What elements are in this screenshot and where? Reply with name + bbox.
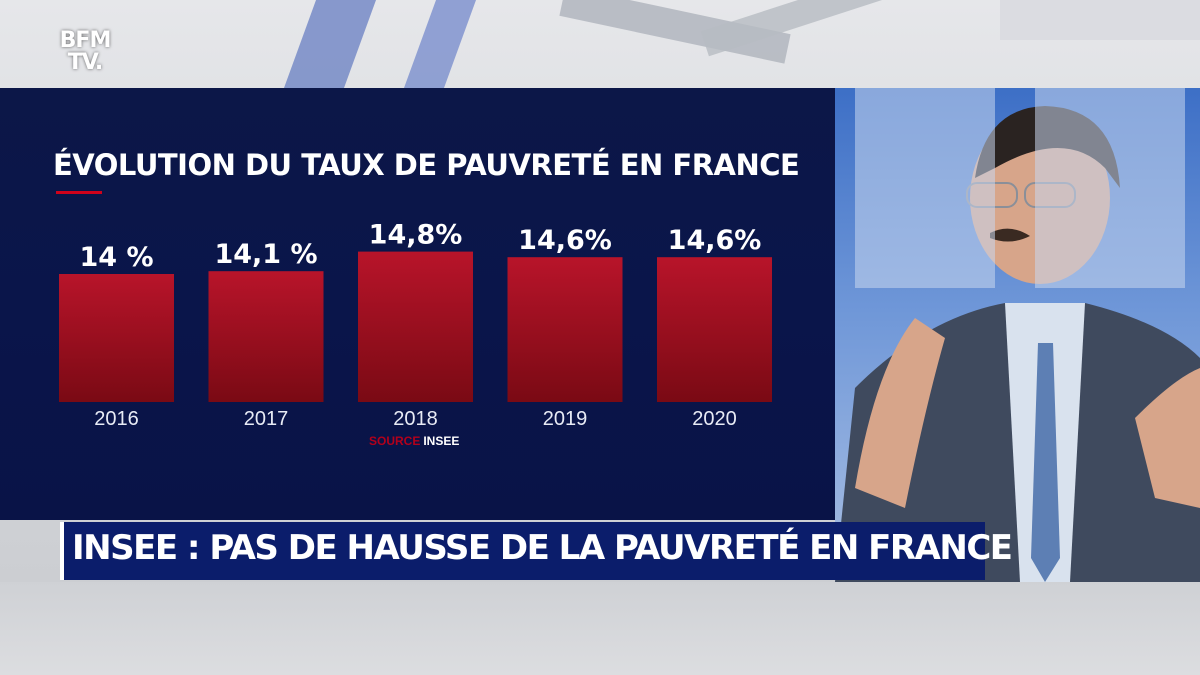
data-label-2020: 14,6% [668,225,762,256]
studio-decor [700,0,900,57]
studio-decor [283,0,377,88]
source-value: INSEE [423,434,460,448]
studio-screen [855,88,995,288]
data-label-2018: 14,8% [369,220,463,251]
channel-logo: BFM TV. [52,30,118,82]
headline-text: INSEE : PAS DE HAUSSE DE LA PAUVRETÉ EN … [72,528,1013,568]
category-label-2018: 2018 [393,408,438,430]
data-label-2016: 14 % [79,242,153,273]
data-label-2019: 14,6% [518,225,612,256]
bar-2018 [358,251,473,402]
headline-accent [60,522,64,580]
bar-chart: 14 % 2016 14,1 % 2017 14,8% 2018 14,6% 2019 14,6… [59,220,772,430]
studio-screen [1035,88,1185,288]
studio-floor [0,582,1200,675]
chart-panel: ÉVOLUTION DU TAUX DE PAUVRETÉ EN FRANCE … [0,88,835,520]
chart-title: ÉVOLUTION DU TAUX DE PAUVRETÉ EN FRANCE [53,148,800,182]
logo-line2: TV. [67,50,104,75]
title-underline [56,191,102,194]
studio-camera-view [835,88,1200,582]
data-label-2017: 14,1 % [214,239,317,270]
studio-decor [403,0,477,88]
category-label-2017: 2017 [244,408,289,430]
studio-decor [1000,0,1200,40]
bar-2017 [208,271,324,402]
bar-2020 [657,257,772,402]
logo-line1: BFM [59,28,112,53]
headline-banner: INSEE : PAS DE HAUSSE DE LA PAUVRETÉ EN … [60,522,1013,580]
bar-2016 [59,274,174,402]
source-label: SOURCE [369,434,421,448]
category-label-2016: 2016 [94,408,139,430]
category-label-2020: 2020 [692,408,737,430]
bar-2019 [507,257,623,402]
category-label-2019: 2019 [543,408,588,430]
source-note: SOURCE INSEE [369,434,459,448]
